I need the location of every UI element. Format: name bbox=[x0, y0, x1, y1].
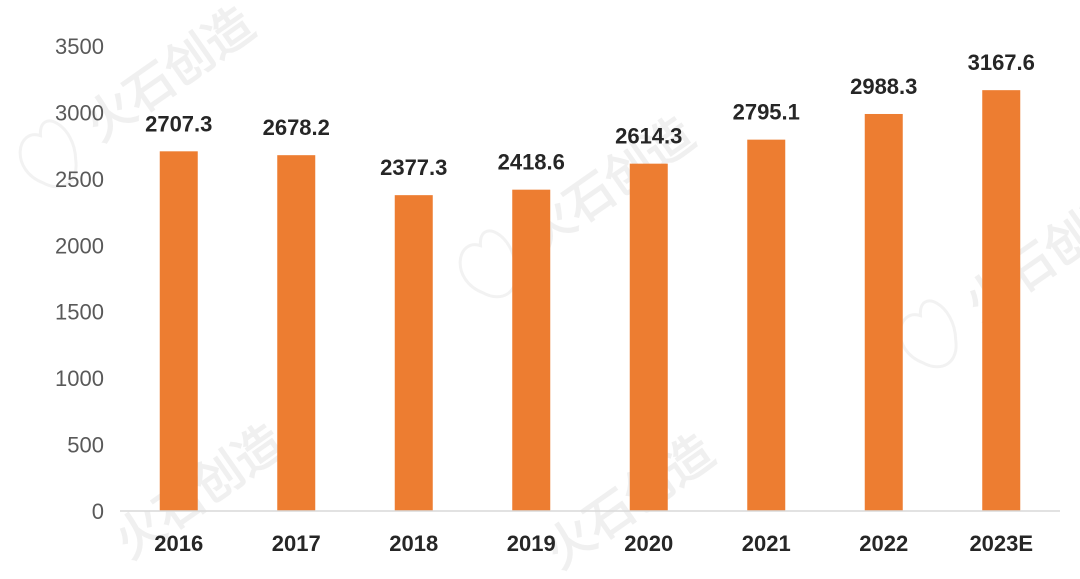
data-label: 2377.3 bbox=[380, 155, 447, 180]
watermark-logo: 火石创造 bbox=[18, 0, 264, 189]
y-tick-label: 0 bbox=[92, 499, 104, 524]
y-tick-label: 2500 bbox=[55, 167, 104, 192]
y-tick-label: 3000 bbox=[55, 100, 104, 125]
y-tick-label: 2000 bbox=[55, 233, 104, 258]
x-tick-label: 2019 bbox=[507, 531, 556, 556]
x-tick-label: 2021 bbox=[742, 531, 791, 556]
x-tick-label: 2017 bbox=[272, 531, 321, 556]
data-label: 2707.3 bbox=[145, 111, 212, 136]
data-label: 2988.3 bbox=[850, 74, 917, 99]
bar bbox=[747, 139, 786, 511]
y-axis: 0 500 1000 1500 2000 2500 3000 3500 bbox=[55, 34, 104, 524]
data-labels: 2707.3 2678.2 2377.3 2418.6 2614.3 2795.1 2988… bbox=[145, 50, 1035, 180]
data-label: 3167.6 bbox=[968, 50, 1035, 75]
x-tick-label: 2020 bbox=[624, 531, 673, 556]
x-axis: 2016 2017 2018 2019 2020 2021 2022 2023E bbox=[120, 510, 1060, 556]
data-label: 2418.6 bbox=[498, 150, 565, 175]
data-label: 2614.3 bbox=[615, 124, 682, 149]
bar bbox=[277, 155, 316, 511]
bar bbox=[864, 113, 903, 511]
data-label: 2795.1 bbox=[733, 100, 800, 125]
data-label: 2678.2 bbox=[263, 115, 330, 140]
x-tick-label: 2018 bbox=[389, 531, 438, 556]
y-tick-label: 1000 bbox=[55, 366, 104, 391]
bar-series bbox=[159, 90, 1021, 512]
y-tick-label: 1500 bbox=[55, 300, 104, 325]
y-tick-label: 3500 bbox=[55, 34, 104, 59]
y-tick-label: 500 bbox=[67, 433, 104, 458]
bar bbox=[394, 195, 433, 512]
bar bbox=[159, 151, 198, 511]
x-tick-label: 2016 bbox=[154, 531, 203, 556]
x-tick-label: 2023E bbox=[969, 531, 1033, 556]
bar bbox=[629, 163, 668, 511]
x-tick-label: 2022 bbox=[859, 531, 908, 556]
bar bbox=[982, 90, 1021, 511]
bar bbox=[512, 189, 551, 512]
